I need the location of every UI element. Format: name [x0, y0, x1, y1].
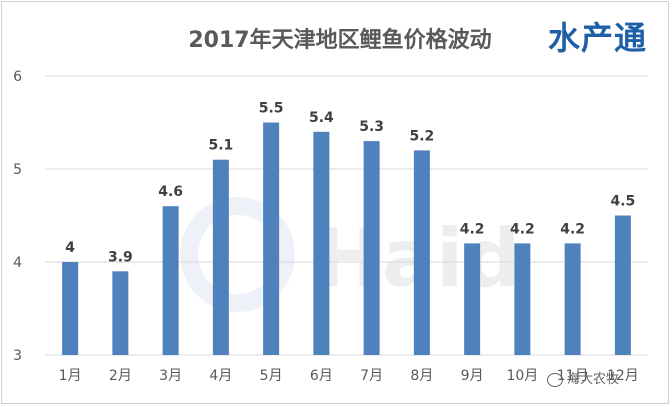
footer-watermark: 海大农牧 [547, 368, 619, 387]
x-tick-label: 8月 [410, 368, 433, 384]
x-tick-label: 2月 [109, 368, 132, 384]
x-tick-label: 10月 [506, 368, 538, 384]
x-tick-label: 7月 [360, 368, 383, 384]
x-tick-label: 4月 [209, 368, 232, 384]
x-tick-label: 6月 [310, 368, 333, 384]
bar [564, 243, 581, 355]
bar [263, 122, 280, 355]
x-tick-label: 3月 [159, 368, 182, 384]
data-label: 4 [65, 240, 75, 256]
chart-title: 2017年天津地区鲤鱼价格波动 [188, 28, 492, 53]
wechat-icon [547, 372, 563, 387]
x-tick-label: 12月 [607, 368, 639, 384]
bar [514, 243, 531, 355]
footer-text: 海大农牧 [567, 372, 620, 387]
data-label: 5.4 [309, 110, 334, 126]
data-label: 5.1 [208, 138, 233, 154]
data-label: 5.3 [359, 119, 384, 135]
bar [413, 150, 430, 355]
bar [112, 271, 129, 355]
y-tick-label: 5 [13, 162, 22, 178]
y-tick-label: 4 [13, 255, 22, 271]
x-tick-label: 1月 [59, 368, 82, 384]
data-label: 4.2 [560, 221, 585, 237]
data-label: 5.5 [259, 101, 284, 117]
data-label: 3.9 [108, 249, 133, 265]
bar [464, 243, 481, 355]
bar [363, 141, 380, 355]
bar [212, 159, 229, 355]
x-tick-label: 9月 [461, 368, 484, 384]
x-tick-label: 11月 [557, 368, 589, 384]
x-tick-label: 5月 [260, 368, 283, 384]
bar [162, 206, 179, 355]
bar [614, 215, 631, 355]
bar [62, 262, 79, 355]
data-label: 5.2 [409, 128, 434, 144]
y-tick-label: 6 [13, 69, 22, 85]
data-label: 4.2 [510, 221, 535, 237]
data-label: 4.5 [610, 194, 635, 210]
data-label: 4.6 [158, 184, 183, 200]
y-tick-label: 3 [13, 348, 22, 364]
brand-logo: 水产通 [548, 19, 648, 57]
bar [313, 131, 330, 355]
data-label: 4.2 [460, 221, 485, 237]
